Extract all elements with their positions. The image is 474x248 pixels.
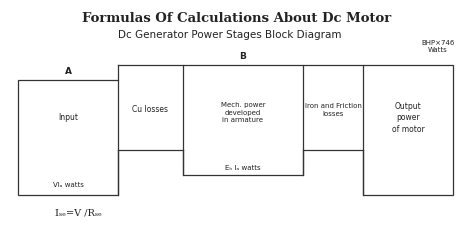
Text: Iron and Friction
losses: Iron and Friction losses bbox=[305, 103, 362, 117]
Text: Output
power
of motor: Output power of motor bbox=[392, 102, 424, 134]
Text: Input: Input bbox=[58, 114, 78, 123]
Text: Dc Generator Power Stages Block Diagram: Dc Generator Power Stages Block Diagram bbox=[118, 30, 342, 40]
Text: Cu losses: Cu losses bbox=[133, 105, 168, 115]
Text: Formulas Of Calculations About Dc Motor: Formulas Of Calculations About Dc Motor bbox=[82, 12, 392, 25]
Bar bbox=[363, 65, 453, 195]
Text: Eₕ Iₐ watts: Eₕ Iₐ watts bbox=[225, 165, 261, 171]
Text: Mech. power
developed
in armature: Mech. power developed in armature bbox=[221, 102, 265, 124]
Text: VIₐ watts: VIₐ watts bbox=[53, 182, 83, 188]
Bar bbox=[18, 80, 118, 195]
Text: Iₛₑ=V /Rₛₑ: Iₛₑ=V /Rₛₑ bbox=[55, 209, 102, 217]
Text: B: B bbox=[239, 52, 246, 61]
Bar bbox=[183, 65, 303, 175]
Text: BHP×746
Watts: BHP×746 Watts bbox=[421, 40, 455, 53]
Text: A: A bbox=[64, 67, 72, 76]
